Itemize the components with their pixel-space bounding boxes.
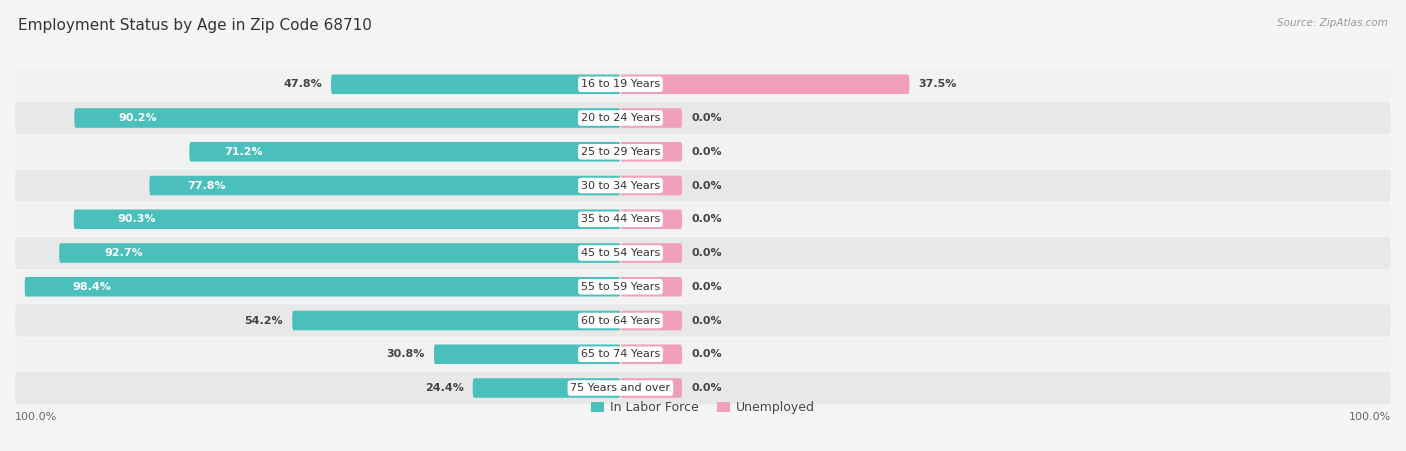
Text: 0.0%: 0.0% bbox=[692, 282, 721, 292]
Text: 92.7%: 92.7% bbox=[104, 248, 143, 258]
Text: 35 to 44 Years: 35 to 44 Years bbox=[581, 214, 659, 224]
Text: 65 to 74 Years: 65 to 74 Years bbox=[581, 349, 659, 359]
Text: 100.0%: 100.0% bbox=[1348, 412, 1391, 422]
Text: 0.0%: 0.0% bbox=[692, 180, 721, 190]
Text: 30.8%: 30.8% bbox=[387, 349, 425, 359]
FancyBboxPatch shape bbox=[330, 74, 620, 94]
Text: 100.0%: 100.0% bbox=[15, 412, 58, 422]
Text: 20 to 24 Years: 20 to 24 Years bbox=[581, 113, 661, 123]
Text: 0.0%: 0.0% bbox=[692, 316, 721, 326]
FancyBboxPatch shape bbox=[15, 271, 1391, 303]
Text: 45 to 54 Years: 45 to 54 Years bbox=[581, 248, 659, 258]
FancyBboxPatch shape bbox=[620, 108, 682, 128]
Text: 77.8%: 77.8% bbox=[187, 180, 226, 190]
Text: 0.0%: 0.0% bbox=[692, 383, 721, 393]
Text: 25 to 29 Years: 25 to 29 Years bbox=[581, 147, 661, 157]
Text: Source: ZipAtlas.com: Source: ZipAtlas.com bbox=[1277, 18, 1388, 28]
FancyBboxPatch shape bbox=[620, 345, 682, 364]
Text: 37.5%: 37.5% bbox=[918, 79, 957, 89]
FancyBboxPatch shape bbox=[620, 277, 682, 297]
Text: 0.0%: 0.0% bbox=[692, 147, 721, 157]
Text: 0.0%: 0.0% bbox=[692, 248, 721, 258]
FancyBboxPatch shape bbox=[15, 136, 1391, 168]
FancyBboxPatch shape bbox=[620, 311, 682, 330]
FancyBboxPatch shape bbox=[15, 203, 1391, 235]
FancyBboxPatch shape bbox=[15, 169, 1391, 202]
Text: 55 to 59 Years: 55 to 59 Years bbox=[581, 282, 659, 292]
FancyBboxPatch shape bbox=[620, 209, 682, 229]
Text: 16 to 19 Years: 16 to 19 Years bbox=[581, 79, 659, 89]
Text: 90.3%: 90.3% bbox=[118, 214, 156, 224]
FancyBboxPatch shape bbox=[15, 102, 1391, 134]
FancyBboxPatch shape bbox=[15, 68, 1391, 101]
Text: Employment Status by Age in Zip Code 68710: Employment Status by Age in Zip Code 687… bbox=[18, 18, 373, 33]
FancyBboxPatch shape bbox=[149, 176, 620, 195]
FancyBboxPatch shape bbox=[15, 304, 1391, 337]
FancyBboxPatch shape bbox=[620, 176, 682, 195]
Text: 0.0%: 0.0% bbox=[692, 349, 721, 359]
FancyBboxPatch shape bbox=[15, 338, 1391, 370]
Text: 0.0%: 0.0% bbox=[692, 214, 721, 224]
Text: 54.2%: 54.2% bbox=[245, 316, 283, 326]
Text: 90.2%: 90.2% bbox=[118, 113, 156, 123]
FancyBboxPatch shape bbox=[15, 237, 1391, 269]
Text: 30 to 34 Years: 30 to 34 Years bbox=[581, 180, 659, 190]
Text: 98.4%: 98.4% bbox=[72, 282, 111, 292]
Legend: In Labor Force, Unemployed: In Labor Force, Unemployed bbox=[591, 401, 815, 414]
FancyBboxPatch shape bbox=[25, 277, 620, 297]
FancyBboxPatch shape bbox=[292, 311, 620, 330]
FancyBboxPatch shape bbox=[190, 142, 620, 161]
Text: 71.2%: 71.2% bbox=[224, 147, 263, 157]
Text: 60 to 64 Years: 60 to 64 Years bbox=[581, 316, 659, 326]
FancyBboxPatch shape bbox=[73, 209, 620, 229]
FancyBboxPatch shape bbox=[434, 345, 620, 364]
FancyBboxPatch shape bbox=[75, 108, 620, 128]
Text: 24.4%: 24.4% bbox=[425, 383, 464, 393]
FancyBboxPatch shape bbox=[620, 142, 682, 161]
FancyBboxPatch shape bbox=[620, 243, 682, 263]
FancyBboxPatch shape bbox=[472, 378, 620, 398]
FancyBboxPatch shape bbox=[620, 74, 910, 94]
FancyBboxPatch shape bbox=[620, 378, 682, 398]
Text: 0.0%: 0.0% bbox=[692, 113, 721, 123]
FancyBboxPatch shape bbox=[15, 372, 1391, 404]
Text: 47.8%: 47.8% bbox=[283, 79, 322, 89]
FancyBboxPatch shape bbox=[59, 243, 620, 263]
Text: 75 Years and over: 75 Years and over bbox=[571, 383, 671, 393]
